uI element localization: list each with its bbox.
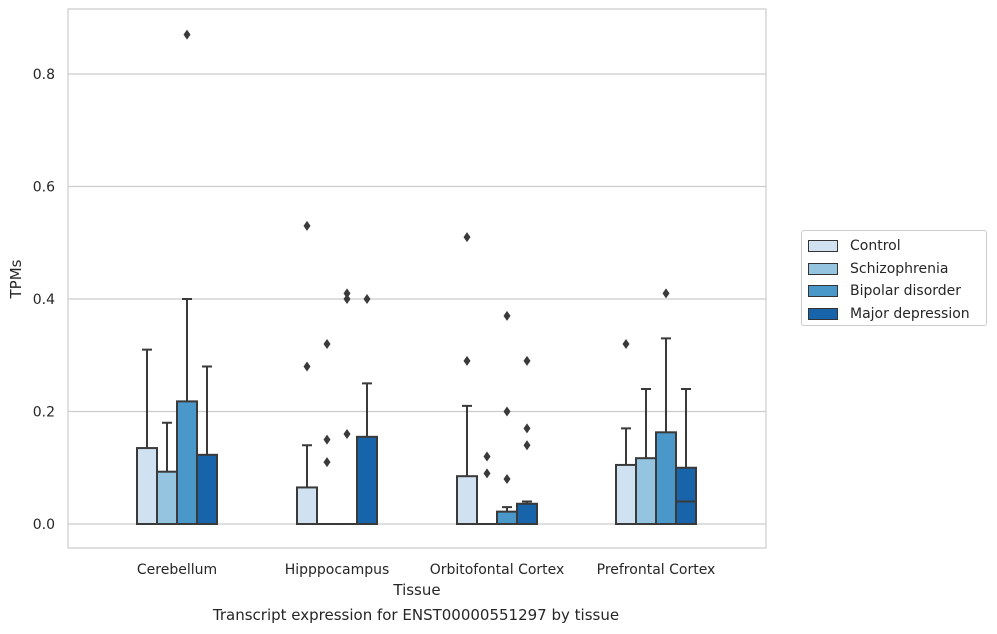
outlier-point: [363, 294, 371, 304]
legend-item: Major depression: [808, 303, 986, 326]
legend-label: Bipolar disorder: [850, 283, 962, 300]
box: [675, 466, 697, 525]
outlier-point: [523, 440, 531, 451]
y-tick-labels: 0.0 0.2 0.4 0.6 0.8: [33, 67, 55, 533]
legend-label: Control: [850, 238, 901, 255]
x-tick-label: Prefrontal Cortex: [597, 562, 716, 578]
outlier-point: [343, 288, 351, 299]
box-plot-marks: [136, 29, 697, 526]
legend-label: Schizophrenia: [850, 260, 949, 277]
box: [615, 463, 637, 525]
box: [296, 486, 318, 525]
outlier-point: [622, 339, 630, 349]
box-major-depression: [675, 388, 697, 525]
x-tick-label: Orbitofontal Cortex: [430, 562, 565, 578]
legend-label: Major depression: [850, 305, 970, 322]
x-tick-labels: Cerebellum Hipppocampus Orbitofontal Corte…: [137, 562, 715, 578]
box-bipolar-disorder: [655, 288, 677, 525]
legend-swatch: [808, 285, 838, 298]
box: [156, 470, 178, 525]
outlier-point: [323, 434, 331, 445]
outlier-point: [483, 468, 491, 479]
box: [496, 510, 518, 525]
box-major-depression: [516, 355, 538, 525]
legend-item: Schizophrenia: [808, 258, 986, 281]
box-control: [615, 339, 637, 525]
outlier-point: [303, 220, 311, 231]
box-schizophrenia: [476, 451, 498, 526]
y-axis-label: TPMs: [7, 259, 25, 299]
box-major-depression: [196, 365, 218, 525]
box: [655, 431, 677, 525]
y-tick-label: 0.0: [33, 517, 55, 533]
box: [176, 400, 198, 525]
box: [136, 447, 158, 525]
outlier-point: [343, 294, 351, 304]
outlier-point: [343, 429, 351, 439]
box-control: [136, 348, 158, 525]
box: [196, 453, 218, 525]
legend: Control Schizophrenia Bipolar disorder Majo…: [801, 230, 987, 326]
outlier-point: [483, 451, 491, 462]
box-schizophrenia: [635, 388, 657, 525]
box-control: [456, 232, 478, 525]
outlier-point: [183, 29, 191, 40]
box-control: [296, 220, 318, 525]
outlier-point: [523, 355, 531, 366]
box: [635, 457, 657, 525]
box-major-depression: [356, 294, 378, 525]
y-tick-label: 0.4: [33, 292, 55, 308]
box: [356, 435, 378, 525]
outlier-point: [303, 361, 311, 372]
box: [456, 475, 478, 525]
legend-item: Bipolar disorder: [808, 280, 986, 303]
outlier-point: [503, 310, 511, 321]
box-bipolar-disorder: [176, 29, 198, 525]
outlier-point: [523, 423, 531, 434]
outlier-point: [503, 406, 511, 417]
x-tick-label: Cerebellum: [137, 562, 217, 578]
box-schizophrenia: [316, 339, 338, 526]
outlier-point: [463, 355, 471, 366]
box-schizophrenia: [156, 421, 178, 525]
legend-swatch: [808, 262, 838, 275]
outlier-point: [463, 232, 471, 243]
y-tick-label: 0.6: [33, 180, 55, 196]
x-tick-label: Hipppocampus: [285, 562, 390, 578]
outlier-point: [323, 457, 331, 468]
y-tick-label: 0.8: [33, 67, 55, 83]
y-tick-label: 0.2: [33, 405, 55, 421]
box: [516, 502, 538, 525]
outlier-point: [662, 288, 670, 299]
legend-swatch: [808, 240, 838, 253]
outlier-point: [503, 474, 511, 484]
box-bipolar-disorder: [336, 288, 358, 526]
x-axis-label: Tissue: [392, 581, 440, 599]
legend-item: Control: [808, 235, 986, 258]
legend-swatch: [808, 307, 838, 320]
plot-frame: [67, 8, 767, 549]
box-bipolar-disorder: [496, 310, 518, 525]
figure-caption: Transcript expression for ENST0000055129…: [212, 606, 620, 624]
outlier-point: [323, 339, 331, 349]
